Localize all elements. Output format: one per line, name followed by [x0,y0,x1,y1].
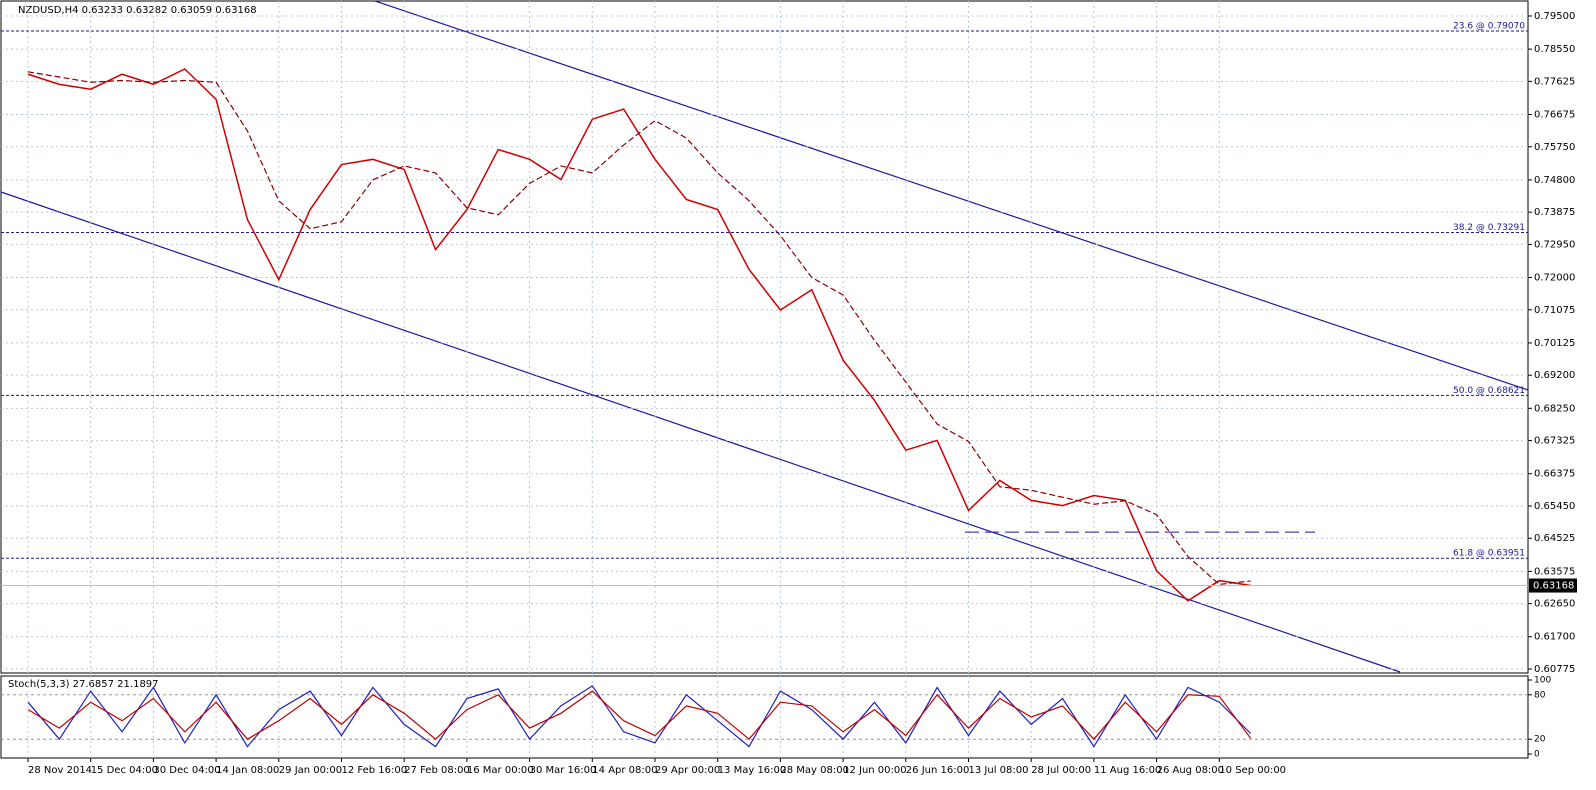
y-tick-label: 0.70125 [1534,338,1575,349]
y-tick-label: 0.62650 [1534,599,1575,610]
y-tick-label: 0.78550 [1534,44,1575,55]
x-tick-label: 13 Jul 08:00 [969,765,1029,776]
y-tick-label: 0.77625 [1534,76,1575,87]
fib-label: 50.0 @ 0.68621 [1453,386,1525,396]
x-tick-label: 28 May 08:00 [780,765,849,776]
y-tick-label: 0.79500 [1534,11,1575,22]
price-line [27,68,1251,602]
x-tick-label: 26 Jun 16:00 [906,765,970,776]
channel-upper [374,0,1529,391]
x-tick-label: 15 Dec 04:00 [91,765,158,776]
y-tick-label: 0.60775 [1534,664,1575,675]
stoch-title: Stoch(5,3,3) 27.6857 21.1897 [8,679,159,690]
x-tick-label: 11 Aug 16:00 [1094,765,1161,776]
y-tick-label: 0.64525 [1534,533,1575,544]
y-tick-label: 0.71075 [1534,305,1575,316]
x-tick-label: 30 Mar 16:00 [530,765,597,776]
fib-label: 38.2 @ 0.73291 [1453,223,1525,233]
y-tick-label: 0.68250 [1534,403,1575,414]
x-tick-label: 26 Aug 08:00 [1157,765,1224,776]
x-tick-label: 13 May 16:00 [718,765,787,776]
x-tick-label: 12 Jun 00:00 [843,765,907,776]
y-tick-label: 0.72000 [1534,273,1575,284]
last-price-box [1529,578,1577,593]
x-tick-label: 10 Sep 00:00 [1219,765,1286,776]
x-tick-label: 28 Nov 2014 [28,765,92,776]
y-tick-label: 0.72950 [1534,239,1575,250]
x-tick-label: 29 Apr 00:00 [655,765,720,776]
fib-label: 23.6 @ 0.79070 [1453,21,1525,31]
x-tick-label: 27 Feb 08:00 [404,765,470,776]
x-tick-label: 14 Apr 08:00 [592,765,657,776]
y-tick-label: 0.73875 [1534,207,1575,218]
y-tick-label: 0.65450 [1534,501,1575,512]
x-tick-label: 12 Feb 16:00 [342,765,408,776]
y-tick-label: 0.67325 [1534,436,1575,447]
y-tick-label: 80 [1534,690,1546,700]
stoch-frame [0,675,1529,759]
stoch-line [27,690,1252,741]
y-tick-label: 0.75750 [1534,142,1575,153]
y-tick-label: 20 [1534,735,1546,745]
x-tick-label: 29 Jan 00:00 [279,765,342,776]
y-tick-label: 0.63575 [1534,566,1575,577]
x-tick-label: 16 Mar 00:00 [467,765,534,776]
main-frame [0,0,1529,674]
moving-average [27,71,1251,586]
last-price-label: 0.63168 [1533,581,1574,592]
y-tick-label: 100 [1534,676,1551,686]
y-tick-label: 0.74800 [1534,175,1575,186]
y-tick-label: 0.61700 [1534,632,1575,643]
symbol-header: NZDUSD,H4 0.63233 0.63282 0.63059 0.6316… [18,5,257,16]
channel-lower [0,191,1401,673]
x-tick-label: 30 Dec 04:00 [153,765,220,776]
x-tick-label: 14 Jan 08:00 [216,765,279,776]
x-tick-label: 28 Jul 00:00 [1031,765,1091,776]
y-tick-label: 0.76675 [1534,110,1575,121]
y-tick-label: 0.69200 [1534,370,1575,381]
fib-label: 61.8 @ 0.63951 [1453,549,1525,559]
y-tick-label: 0.66375 [1534,469,1575,480]
y-tick-label: 0 [1534,750,1540,760]
